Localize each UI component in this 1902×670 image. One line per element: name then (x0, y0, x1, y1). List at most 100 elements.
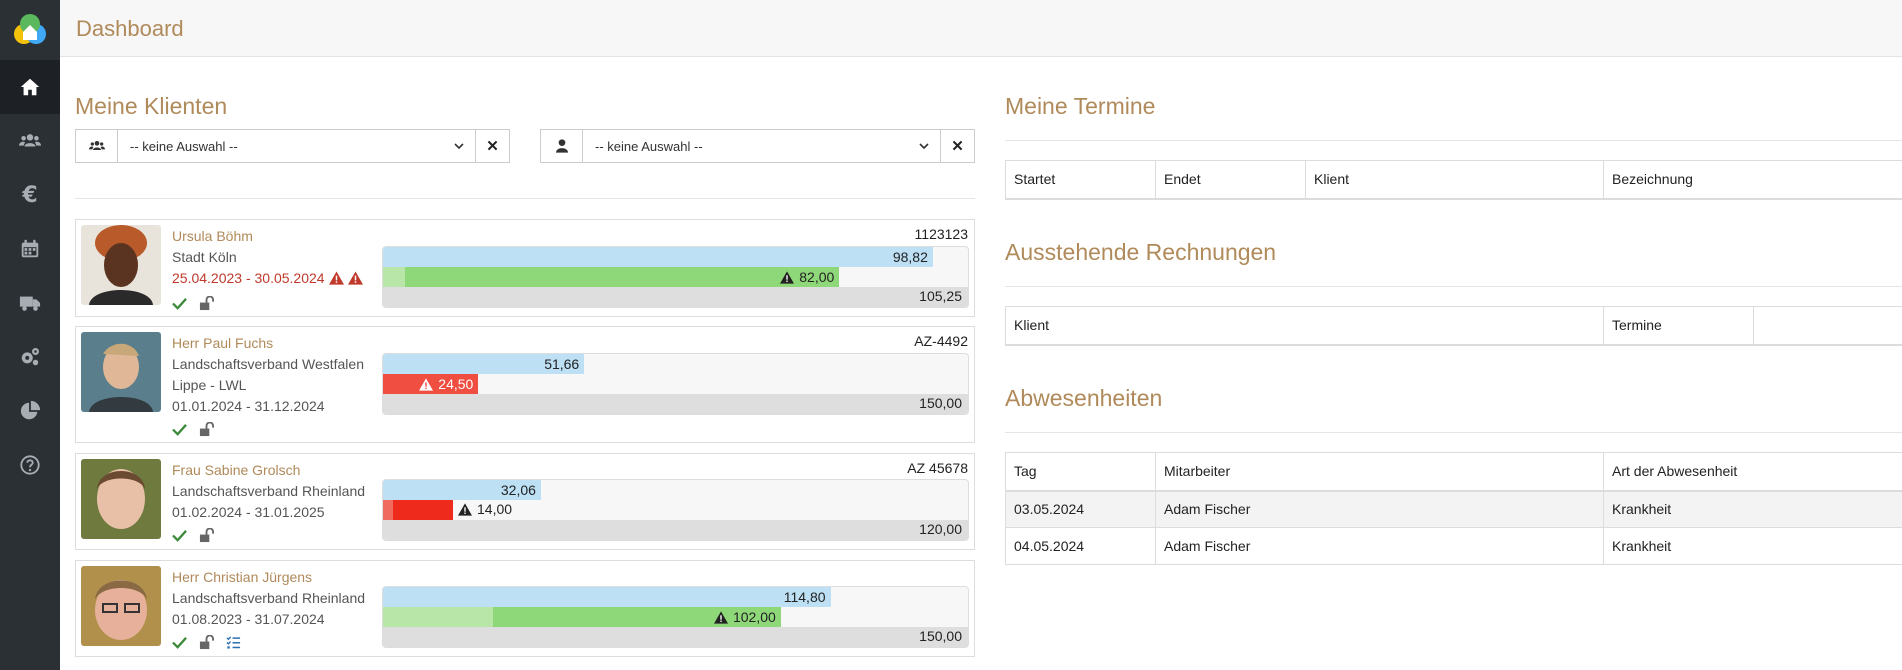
bar-planned-value: 98,82 (892, 249, 928, 265)
client-status-icons (172, 293, 387, 313)
column-header[interactable]: Startet (1005, 160, 1156, 200)
unlock-icon[interactable] (199, 295, 214, 311)
divider (1005, 432, 1902, 433)
page-title: Dashboard (76, 16, 184, 41)
table-row[interactable]: 03.05.2024 Adam Fischer Krankheit (1005, 490, 1902, 528)
cell-art: Krankheit (1603, 527, 1902, 565)
cell-tag: 04.05.2024 (1005, 527, 1156, 565)
bar-total: 150,00 (383, 627, 968, 647)
budget-bars: 98,82 82,00 105,25 (382, 246, 969, 308)
users-icon (88, 141, 105, 150)
task-list-icon[interactable] (226, 635, 241, 650)
app-logo[interactable] (0, 0, 60, 60)
calendar-icon (21, 239, 39, 258)
gears-icon (21, 348, 39, 366)
termine-table: Startet Endet Klient Bezeichnung (1005, 160, 1902, 200)
budget-bars: 32,06 14,00 120,00 (382, 479, 969, 541)
column-header[interactable]: Mitarbeiter (1155, 452, 1604, 492)
group-filter-clear-button[interactable]: ✕ (475, 130, 509, 162)
unlock-icon[interactable] (199, 634, 214, 650)
cell-mitarbeiter: Adam Fischer (1155, 527, 1604, 565)
person-filter-value: -- keine Auswahl -- (595, 138, 703, 154)
person-filter-select[interactable]: -- keine Auswahl -- (583, 130, 940, 162)
bar-used-value: 24,50 (438, 376, 474, 392)
column-header[interactable]: Klient (1005, 306, 1604, 346)
column-header[interactable]: Art der Abwesenheit (1603, 452, 1902, 492)
home-icon (20, 78, 40, 96)
client-name[interactable]: Frau Sabine Grolsch (172, 462, 301, 478)
avatar (81, 332, 161, 412)
bar-planned-fill: 51,66 (383, 354, 585, 374)
bar-total: 105,25 (383, 287, 968, 307)
avatar (81, 459, 161, 539)
clients-heading: Meine Klienten (75, 93, 228, 119)
client-card[interactable]: Frau Sabine Grolsch Landschaftsverband R… (75, 453, 975, 550)
bar-planned-fill: 32,06 (383, 480, 541, 500)
group-filter: -- keine Auswahl -- ✕ (75, 129, 510, 163)
sidebar: € (0, 0, 60, 670)
bar-planned-fill: 98,82 (383, 247, 933, 267)
topbar: Dashboard (60, 0, 1902, 57)
euro-icon: € (22, 182, 38, 208)
warning-icon (347, 270, 363, 291)
client-dates: 25.04.2023 - 30.05.2024 (172, 270, 325, 286)
bar-used-value: 102,00 (732, 609, 776, 625)
bar-total-value: 105,25 (919, 288, 962, 304)
client-org: Landschaftsverband Rheinland (172, 590, 366, 606)
table-header-row: Klient Termine (1005, 306, 1902, 346)
bar-planned-value: 114,80 (783, 589, 826, 605)
user-icon (555, 139, 568, 153)
table-row[interactable]: 04.05.2024 Adam Fischer Krankheit (1005, 527, 1902, 565)
bar-used: 24,50 (383, 374, 968, 394)
client-name[interactable]: Herr Christian Jürgens (172, 569, 313, 585)
client-name[interactable]: Herr Paul Fuchs (172, 335, 274, 351)
bar-used-fill: 82,00 (383, 267, 840, 287)
bar-planned-fill: 114,80 (383, 587, 831, 607)
client-card[interactable]: Herr Paul Fuchs Landschaftsverband Westf… (75, 326, 975, 443)
column-header[interactable]: Bezeichnung (1603, 160, 1902, 200)
check-icon (172, 297, 187, 310)
column-header[interactable]: Termine (1603, 306, 1754, 346)
nav-settings[interactable] (0, 330, 60, 384)
column-header[interactable]: Klient (1305, 160, 1604, 200)
client-status-icons (172, 419, 387, 439)
abwesenheiten-table: Tag Mitarbeiter Art der Abwesenheit 03.0… (1005, 452, 1902, 565)
warning-icon (328, 270, 344, 291)
truck-icon (19, 296, 41, 311)
person-filter: -- keine Auswahl -- ✕ (540, 129, 975, 163)
budget-bars: 51,66 24,50 150,00 (382, 353, 969, 415)
nav-calendar[interactable] (0, 222, 60, 276)
rechnungen-heading: Ausstehende Rechnungen (1005, 239, 1277, 265)
bar-total: 150,00 (383, 394, 968, 414)
client-card[interactable]: Herr Christian Jürgens Landschaftsverban… (75, 560, 975, 657)
client-dates: 01.08.2023 - 31.07.2024 (172, 611, 325, 627)
divider (75, 198, 975, 199)
bar-planned-value: 51,66 (544, 356, 580, 372)
client-info: Herr Christian Jürgens Landschaftsverban… (172, 567, 387, 652)
nav-help[interactable] (0, 438, 60, 492)
cell-tag: 03.05.2024 (1005, 490, 1156, 528)
bar-used-value: 14,00 (477, 501, 513, 517)
check-icon (172, 529, 187, 542)
nav-reports[interactable] (0, 384, 60, 438)
client-org: Landschaftsverband Rheinland (172, 483, 366, 499)
person-filter-icon (541, 130, 583, 162)
column-header[interactable]: Endet (1155, 160, 1306, 200)
unlock-icon[interactable] (199, 527, 214, 543)
bar-planned: 98,82 (383, 247, 968, 267)
client-status-icons (172, 525, 387, 545)
group-filter-select[interactable]: -- keine Auswahl -- (118, 130, 475, 162)
person-filter-clear-button[interactable]: ✕ (940, 130, 974, 162)
unlock-icon[interactable] (199, 421, 214, 437)
nav-finance[interactable]: € (0, 168, 60, 222)
budget-bars: 114,80 102,00 150,00 (382, 586, 969, 648)
nav-transport[interactable] (0, 276, 60, 330)
check-icon (172, 423, 187, 436)
nav-home[interactable] (0, 60, 60, 114)
client-card[interactable]: Ursula Böhm Stadt Köln 25.04.2023 - 30.0… (75, 219, 975, 317)
column-header (1753, 306, 1902, 346)
bar-planned-value: 32,06 (500, 482, 536, 498)
column-header[interactable]: Tag (1005, 452, 1156, 492)
nav-clients[interactable] (0, 114, 60, 168)
client-name[interactable]: Ursula Böhm (172, 228, 253, 244)
